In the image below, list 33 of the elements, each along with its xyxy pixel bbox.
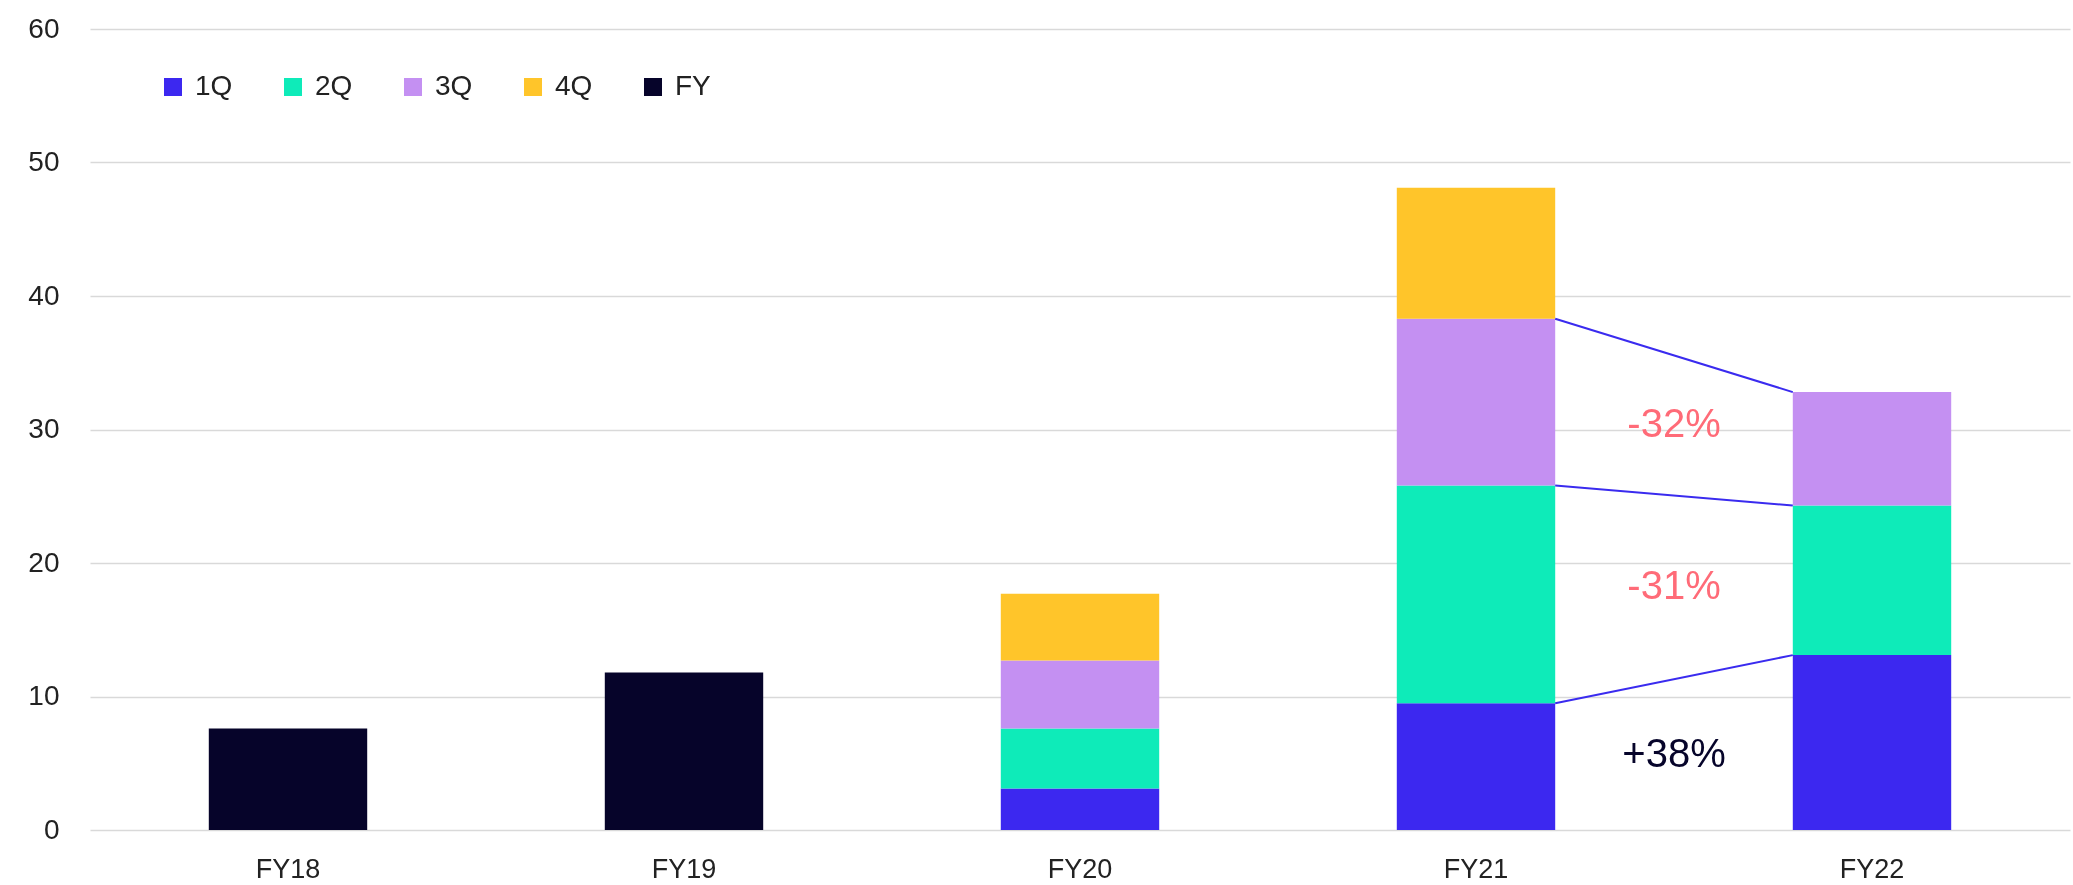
- bar: [1396, 318, 1556, 486]
- annotation: +38%: [1622, 730, 1726, 775]
- bar: [208, 728, 368, 830]
- x-tick-label: FY19: [651, 853, 717, 884]
- y-tick-label: 60: [28, 12, 60, 44]
- bar: [1792, 505, 1952, 656]
- legend-label: 1Q: [195, 70, 233, 101]
- bar: [1396, 485, 1556, 704]
- y-tick-label: 0: [43, 813, 60, 845]
- x-tick-label: FY21: [1443, 853, 1509, 884]
- legend-label: FY: [675, 70, 712, 101]
- legend-label: 3Q: [435, 70, 473, 101]
- x-tick-label: FY20: [1047, 853, 1113, 884]
- bar: [1000, 728, 1160, 789]
- bar: [1000, 660, 1160, 729]
- x-tick-label: FY18: [255, 853, 321, 884]
- bar: [1792, 655, 1952, 830]
- y-tick-label: 50: [28, 146, 60, 177]
- y-tick-label: 10: [28, 680, 60, 711]
- annotation: -31%: [1627, 563, 1721, 608]
- y-tick-label: 20: [28, 546, 60, 578]
- y-tick-label: 30: [28, 413, 60, 444]
- x-tick-label: FY22: [1839, 853, 1905, 884]
- legend-label: 4Q: [555, 70, 593, 101]
- bar: [1000, 593, 1160, 661]
- legend-label: 2Q: [315, 70, 353, 101]
- bar: [1396, 703, 1556, 830]
- annotation: -32%: [1627, 401, 1721, 446]
- y-tick-label: 40: [28, 279, 60, 311]
- bar: [604, 672, 764, 830]
- bar: [1396, 187, 1556, 319]
- bar: [1792, 392, 1952, 506]
- bar: [1000, 788, 1160, 830]
